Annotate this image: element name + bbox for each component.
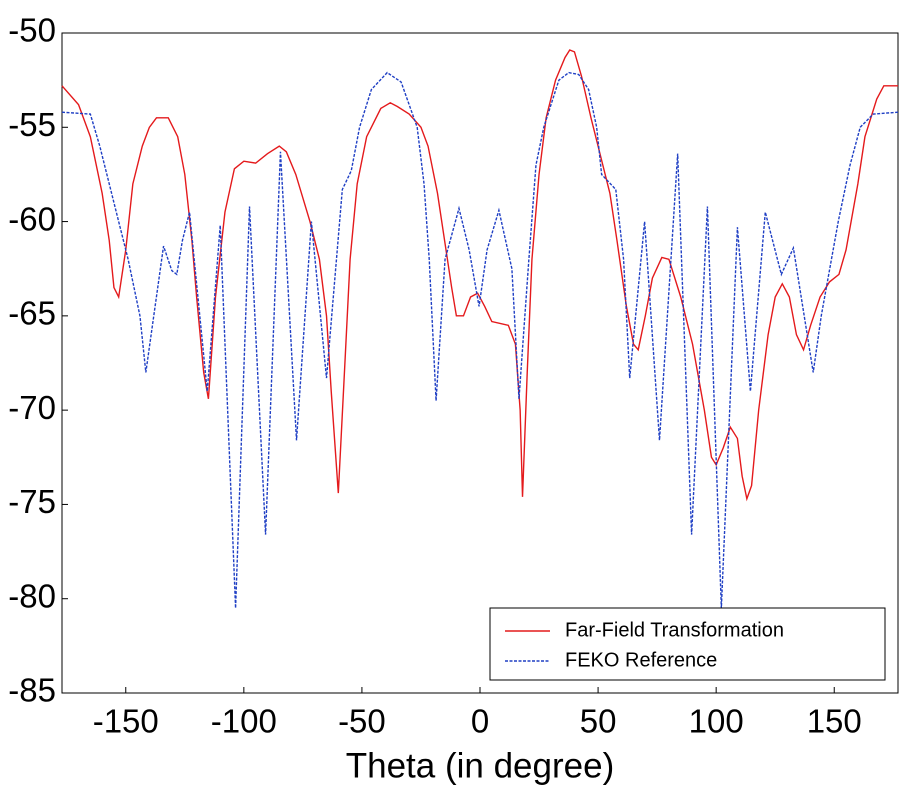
y-tick-label: -70 xyxy=(8,389,56,426)
legend: Far-Field Transformation FEKO Reference xyxy=(489,607,886,681)
x-tick-label: -100 xyxy=(211,703,277,740)
y-tick-label: -80 xyxy=(8,577,56,614)
x-tick-label: -50 xyxy=(338,703,386,740)
y-tick-label: -65 xyxy=(8,295,56,332)
series-line xyxy=(61,49,898,502)
x-tick-label: -150 xyxy=(93,703,159,740)
legend-label: Far-Field Transformation xyxy=(565,619,784,641)
plot-frame xyxy=(61,32,899,694)
y-tick-label: -50 xyxy=(8,12,56,49)
series-line xyxy=(61,71,899,609)
x-tick-label: 150 xyxy=(807,703,862,740)
y-tick-label: -60 xyxy=(8,200,56,237)
x-axis-title: Theta (in degree) xyxy=(346,746,614,785)
y-tick-label: -55 xyxy=(8,106,56,143)
x-tick-label: 100 xyxy=(689,703,744,740)
x-tick-label: 0 xyxy=(471,703,489,740)
y-tick-label: -85 xyxy=(8,672,56,709)
y-tick-label: -75 xyxy=(8,483,56,520)
x-tick-label: 50 xyxy=(580,703,617,740)
legend-box xyxy=(489,607,886,681)
legend-label: FEKO Reference xyxy=(565,649,717,671)
